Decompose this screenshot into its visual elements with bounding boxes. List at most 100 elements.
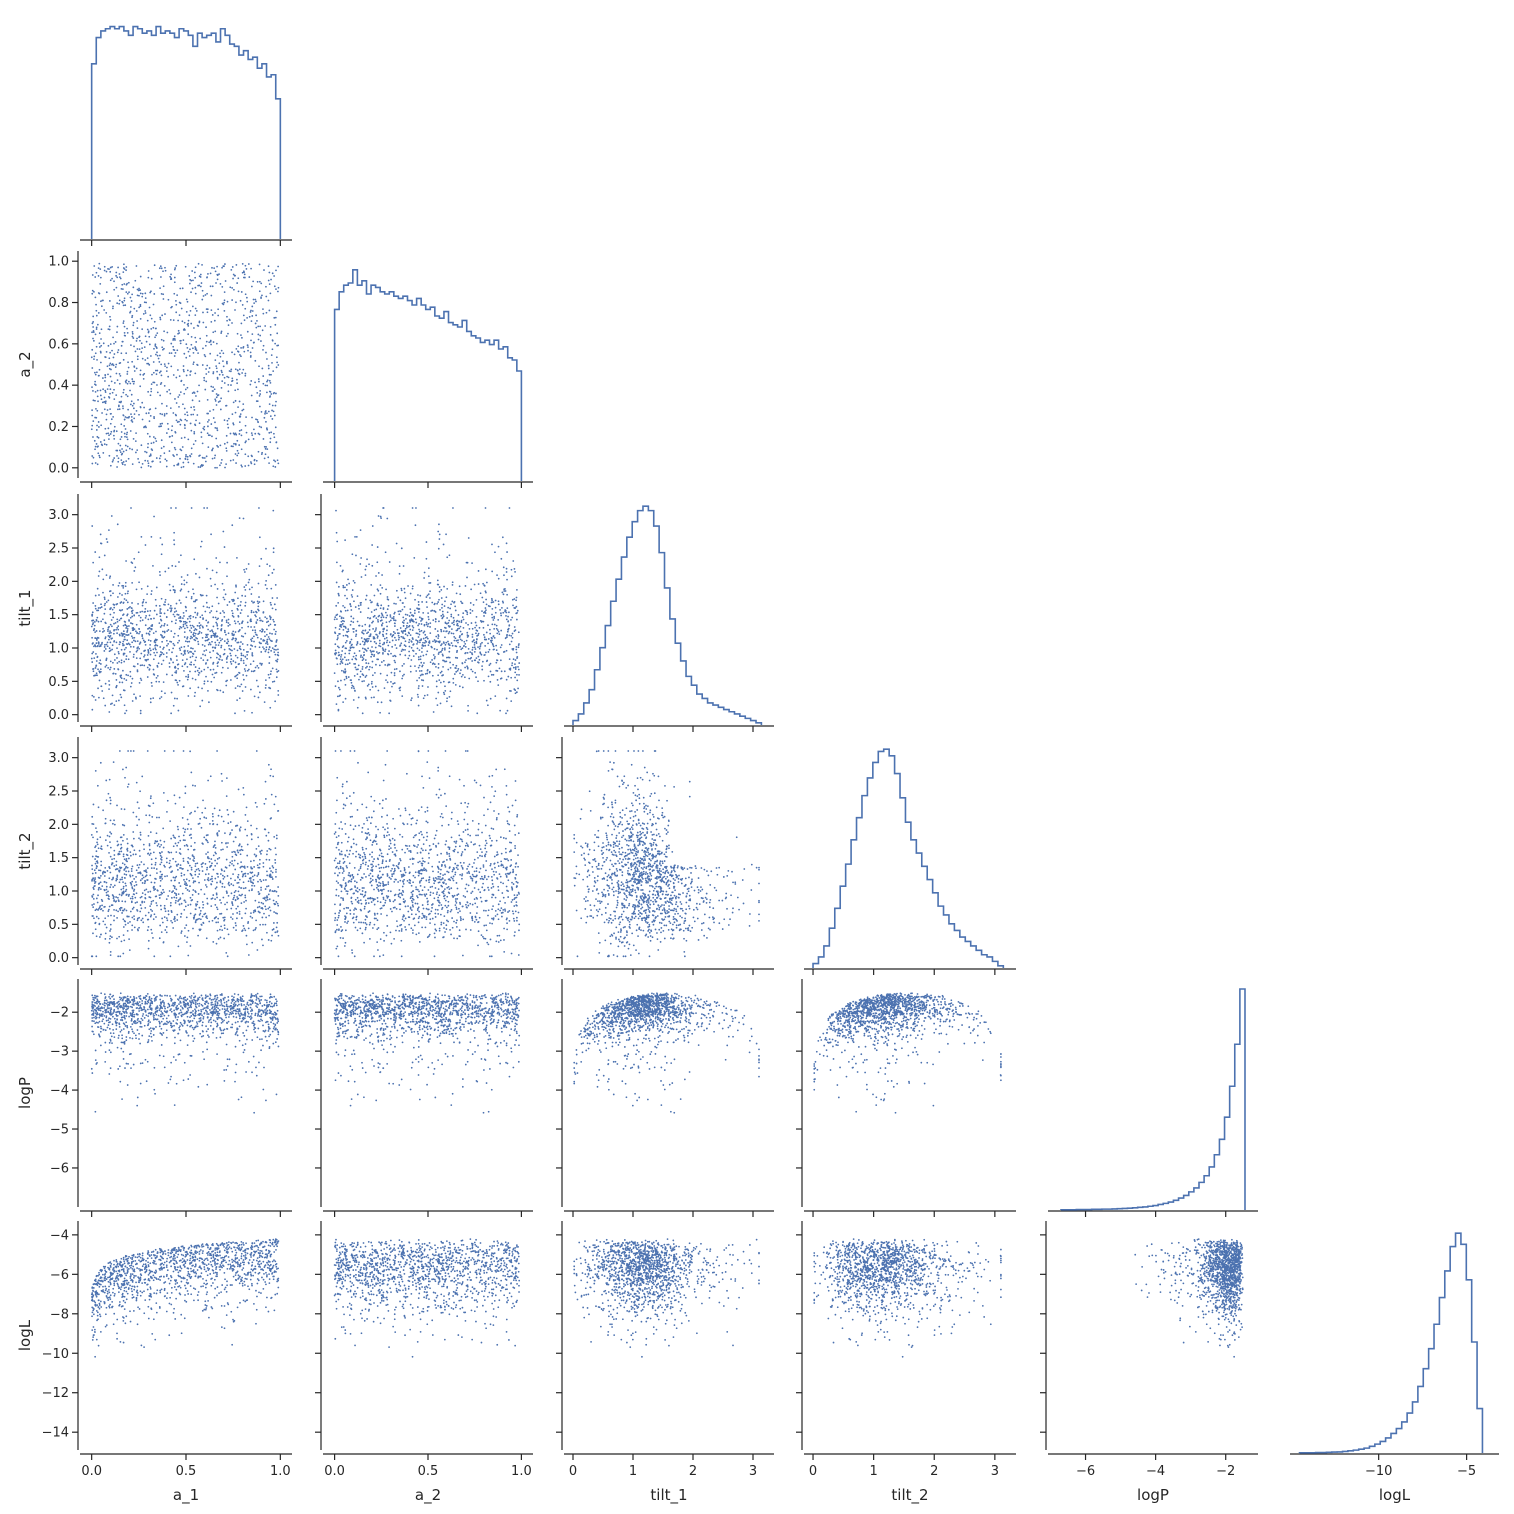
panel-tilt_2-vs-tilt_1 xyxy=(556,737,774,975)
panel-logP-vs-logP xyxy=(1048,988,1258,1217)
x-tick-label: 2 xyxy=(689,1464,697,1479)
x-axis-label-a_2: a_2 xyxy=(415,1486,441,1505)
scatter-points xyxy=(90,750,280,958)
y-tick-label: 2.5 xyxy=(48,542,69,557)
y-tick-label: −8 xyxy=(50,1307,69,1322)
y-tick-label: 0.5 xyxy=(48,918,69,933)
scatter-points xyxy=(333,750,521,958)
y-tick-label: −14 xyxy=(42,1426,69,1441)
y-tick-label: 1.5 xyxy=(48,608,69,623)
scatter-points xyxy=(333,992,521,1114)
x-tick-label: −4 xyxy=(1146,1464,1165,1479)
y-tick-label: 2.0 xyxy=(48,575,69,590)
y-tick-label: 0.5 xyxy=(48,675,69,690)
y-tick-label: 0.0 xyxy=(48,951,69,966)
panel-tilt_1-vs-a_1: 0.0 0.5 1.0 1.5 2.0 2.5 3.0 xyxy=(48,494,292,732)
y-tick-label: −4 xyxy=(50,1228,69,1243)
x-axis-label-tilt_1: tilt_1 xyxy=(650,1486,687,1505)
panel-logL-vs-tilt_2: 0 1 2 3 xyxy=(796,1221,1016,1479)
x-tick-label: 0.5 xyxy=(176,1464,197,1479)
histogram-a_1 xyxy=(90,25,282,239)
panel-logL-vs-a_2: 0.0 0.5 1.0 xyxy=(315,1221,533,1479)
scatter-points xyxy=(573,992,760,1114)
y-axis-label-a_2: a_2 xyxy=(16,351,35,377)
y-tick-label: −6 xyxy=(50,1268,69,1283)
scatter-points xyxy=(333,507,521,715)
y-axis-label-tilt_2: tilt_2 xyxy=(16,832,35,869)
scatter-points xyxy=(90,262,280,469)
y-tick-label: 0.8 xyxy=(48,296,69,311)
histogram-logL xyxy=(1298,1232,1484,1454)
x-tick-label: 0 xyxy=(569,1464,577,1479)
histogram-logP xyxy=(1060,988,1246,1211)
y-tick-label: −6 xyxy=(50,1161,69,1176)
scatter-points xyxy=(90,507,280,715)
y-tick-label: 3.0 xyxy=(48,751,69,766)
panel-tilt_1-vs-tilt_1 xyxy=(564,505,774,732)
x-tick-label: 0 xyxy=(809,1464,817,1479)
y-tick-label: −2 xyxy=(50,1006,69,1021)
y-axis-label-logP: logP xyxy=(16,1077,34,1109)
x-tick-label: 0.0 xyxy=(81,1464,102,1479)
y-tick-label: 3.0 xyxy=(48,508,69,523)
panel-logL-vs-logP: −6 −4 −2 xyxy=(1040,1221,1258,1479)
y-tick-label: −10 xyxy=(42,1347,69,1362)
scatter-points xyxy=(573,1238,760,1358)
y-tick-label: −5 xyxy=(50,1123,69,1138)
x-tick-label: 0.0 xyxy=(324,1464,345,1479)
y-tick-label: −3 xyxy=(50,1045,69,1060)
panel-tilt_1-vs-a_2 xyxy=(315,494,533,732)
x-tick-label: 1.0 xyxy=(270,1464,291,1479)
x-tick-label: 3 xyxy=(749,1464,757,1479)
panel-a_1-vs-a_1 xyxy=(80,25,292,246)
x-tick-label: −5 xyxy=(1457,1464,1476,1479)
x-tick-label: −10 xyxy=(1365,1464,1392,1479)
y-tick-label: 1.0 xyxy=(48,255,69,270)
panel-logL-vs-a_1: 0.0 0.5 1.0 −14 −12 −10 −8 −6 −4 xyxy=(42,1221,292,1479)
x-axis-label-logL: logL xyxy=(1379,1486,1411,1504)
x-tick-label: 2 xyxy=(930,1464,938,1479)
panel-logP-vs-a_2 xyxy=(315,979,533,1217)
scatter-points xyxy=(1134,1238,1244,1358)
panel-logL-vs-tilt_1: 0 1 2 3 xyxy=(556,1221,774,1479)
panel-a_2-vs-a_1: 0.0 0.2 0.4 0.6 0.8 1.0 xyxy=(48,251,292,488)
y-axis-label-tilt_1: tilt_1 xyxy=(16,589,35,626)
y-tick-label: −12 xyxy=(42,1386,69,1401)
scatter-points xyxy=(813,1238,1002,1358)
x-tick-label: 1 xyxy=(629,1464,637,1479)
panel-tilt_2-vs-a_2 xyxy=(315,737,533,975)
y-tick-label: 0.4 xyxy=(48,379,69,394)
histogram-a_2 xyxy=(333,269,523,481)
x-tick-label: 1.0 xyxy=(511,1464,532,1479)
y-axis-label-logL: logL xyxy=(16,1319,34,1351)
panel-logP-vs-tilt_1 xyxy=(556,979,774,1217)
x-axis-label-a_1: a_1 xyxy=(173,1486,199,1505)
scatter-points xyxy=(813,992,1002,1114)
y-tick-label: 2.5 xyxy=(48,785,69,800)
x-tick-label: −2 xyxy=(1216,1464,1235,1479)
x-axis-label-tilt_2: tilt_2 xyxy=(891,1486,928,1505)
panel-logL-vs-logL: −10 −5 xyxy=(1290,1232,1499,1479)
x-axis-label-logP: logP xyxy=(1137,1486,1169,1504)
x-tick-label: 3 xyxy=(991,1464,999,1479)
panel-a_2-vs-a_2 xyxy=(323,269,533,488)
y-tick-label: 0.0 xyxy=(48,708,69,723)
y-tick-label: 1.5 xyxy=(48,851,69,866)
scatter-points xyxy=(573,750,760,958)
x-tick-label: −6 xyxy=(1076,1464,1095,1479)
histogram-tilt_1 xyxy=(572,505,763,725)
panel-logP-vs-tilt_2 xyxy=(796,979,1016,1217)
y-tick-label: 0.2 xyxy=(48,420,69,435)
y-tick-label: 0.6 xyxy=(48,337,69,352)
y-tick-label: 1.0 xyxy=(48,885,69,900)
scatter-points xyxy=(333,1238,521,1358)
panel-logP-vs-a_1: −6 −5 −4 −3 −2 xyxy=(50,979,292,1217)
x-tick-label: 0.5 xyxy=(418,1464,439,1479)
scatter-points xyxy=(90,1238,280,1358)
x-tick-label: 1 xyxy=(869,1464,877,1479)
y-tick-label: −4 xyxy=(50,1084,69,1099)
y-tick-label: 2.0 xyxy=(48,818,69,833)
scatter-points xyxy=(90,992,280,1114)
y-tick-label: 0.0 xyxy=(48,461,69,476)
